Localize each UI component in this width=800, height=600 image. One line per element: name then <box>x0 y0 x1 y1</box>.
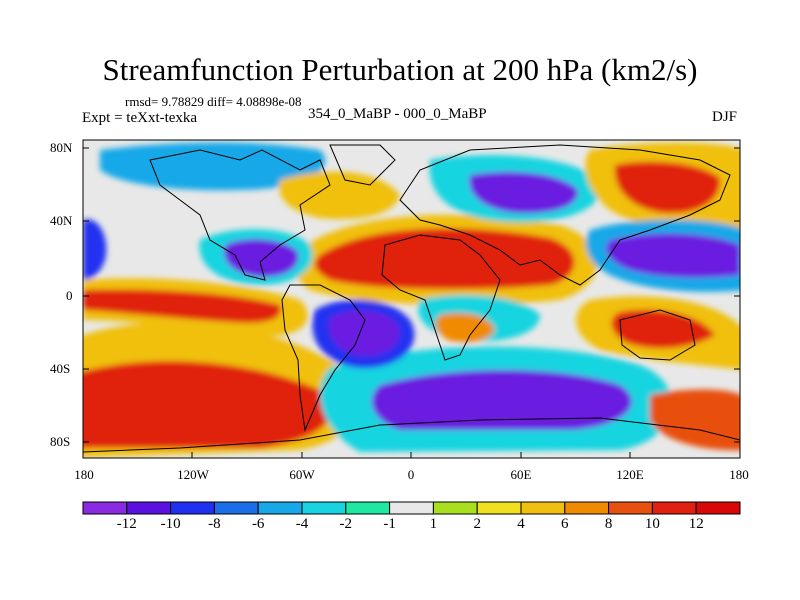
lon-tick-label: 120E <box>616 467 644 482</box>
map-tick-marks <box>83 147 740 458</box>
colorbar-swatch <box>564 501 610 515</box>
negative-anomaly-arctic-west <box>100 142 326 191</box>
lat-tick-label: 80N <box>50 140 73 155</box>
colorbar-swatch <box>476 501 522 515</box>
lon-tick-label: 60E <box>510 467 532 482</box>
lon-tick-label: 180 <box>729 467 749 482</box>
coast-antarctica <box>83 417 740 453</box>
colorbar-tick-label: -6 <box>251 516 265 532</box>
colorbar-tick-label: -4 <box>295 516 309 532</box>
colorbar-tick-label: 1 <box>429 516 438 532</box>
positive-anomaly-south-pacific-core <box>83 361 333 448</box>
map-plot <box>83 140 740 458</box>
statistics-line: rmsd= 9.78829 diff= 4.08898e-08 <box>125 94 302 109</box>
colorbar-swatch <box>651 501 697 515</box>
coast-south-america <box>281 284 366 432</box>
colorbar-tick-label: 2 <box>473 516 481 532</box>
lon-tick-label: 120W <box>177 467 209 482</box>
coast-australia <box>619 309 696 361</box>
lon-tick-label: 0 <box>407 467 415 482</box>
colorbar-tick-label: -10 <box>160 516 181 532</box>
colorbar-swatch <box>82 501 128 515</box>
negative-anomaly-west-pacific-core <box>606 233 740 278</box>
lat-tick-label: 80S <box>50 434 71 449</box>
colorbar-swatch <box>608 501 653 515</box>
colorbar-swatch <box>389 501 434 515</box>
colorbar-swatch <box>170 501 215 515</box>
colorbar-tick-label: 12 <box>688 516 704 532</box>
colorbar-tick-label: 8 <box>604 516 613 532</box>
lon-tick-label: 60W <box>289 467 315 482</box>
negative-anomaly-southern-ocean-core <box>371 370 632 430</box>
colorbar-tick-label: 6 <box>561 516 569 532</box>
colorbar-swatch <box>695 501 741 515</box>
colorbar <box>82 501 741 515</box>
colorbar-tick-label: -1 <box>383 516 396 532</box>
negative-anomaly-south-america-core <box>328 309 400 357</box>
colorbar-swatch <box>520 501 566 515</box>
colorbar-swatch <box>432 501 478 515</box>
comparison-subtitle: 354_0_MaBP - 000_0_MaBP <box>308 106 487 122</box>
colorbar-tick-label: 4 <box>517 516 525 532</box>
colorbar-tick-label: -2 <box>339 516 353 532</box>
season-label: DJF <box>712 109 738 125</box>
colorbar-swatch <box>126 501 172 515</box>
lat-tick-label: 40S <box>50 361 71 376</box>
colorbar-swatch <box>301 501 347 515</box>
negative-anomaly-dateline <box>83 219 107 280</box>
coast-africa <box>381 234 501 361</box>
lon-tick-label: 180 <box>74 467 94 482</box>
figure-title: Streamfunction Perturbation at 200 hPa (… <box>102 52 698 87</box>
positive-anomaly-east-pacific-core <box>83 289 281 323</box>
colorbar-swatch <box>213 501 259 515</box>
positive-anomaly-tropical-band-core <box>314 228 575 290</box>
lat-tick-label: 0 <box>66 288 73 303</box>
lat-tick-label: 40N <box>50 213 73 228</box>
positive-anomaly-se-corner <box>650 389 740 451</box>
coastlines <box>83 144 740 453</box>
coast-greenland <box>329 144 396 186</box>
colorbar-tick-label: -12 <box>116 516 137 532</box>
coast-eurasia <box>399 144 731 286</box>
contour-fields <box>83 142 740 458</box>
colorbar-swatch <box>257 501 303 515</box>
negative-anomaly-north-america-core <box>224 239 299 278</box>
positive-anomaly-africa-south <box>435 313 495 343</box>
experiment-label: Expt = teXxt-texka <box>82 110 198 126</box>
positive-anomaly-siberia-core <box>614 161 721 214</box>
colorbar-tick-label: -8 <box>208 516 221 532</box>
colorbar-tick-label: 10 <box>644 516 660 532</box>
negative-anomaly-eurasia-core <box>469 171 579 214</box>
colorbar-swatch <box>345 501 391 515</box>
coast-north-america <box>149 149 331 281</box>
positive-anomaly-north-atlantic <box>279 171 400 220</box>
